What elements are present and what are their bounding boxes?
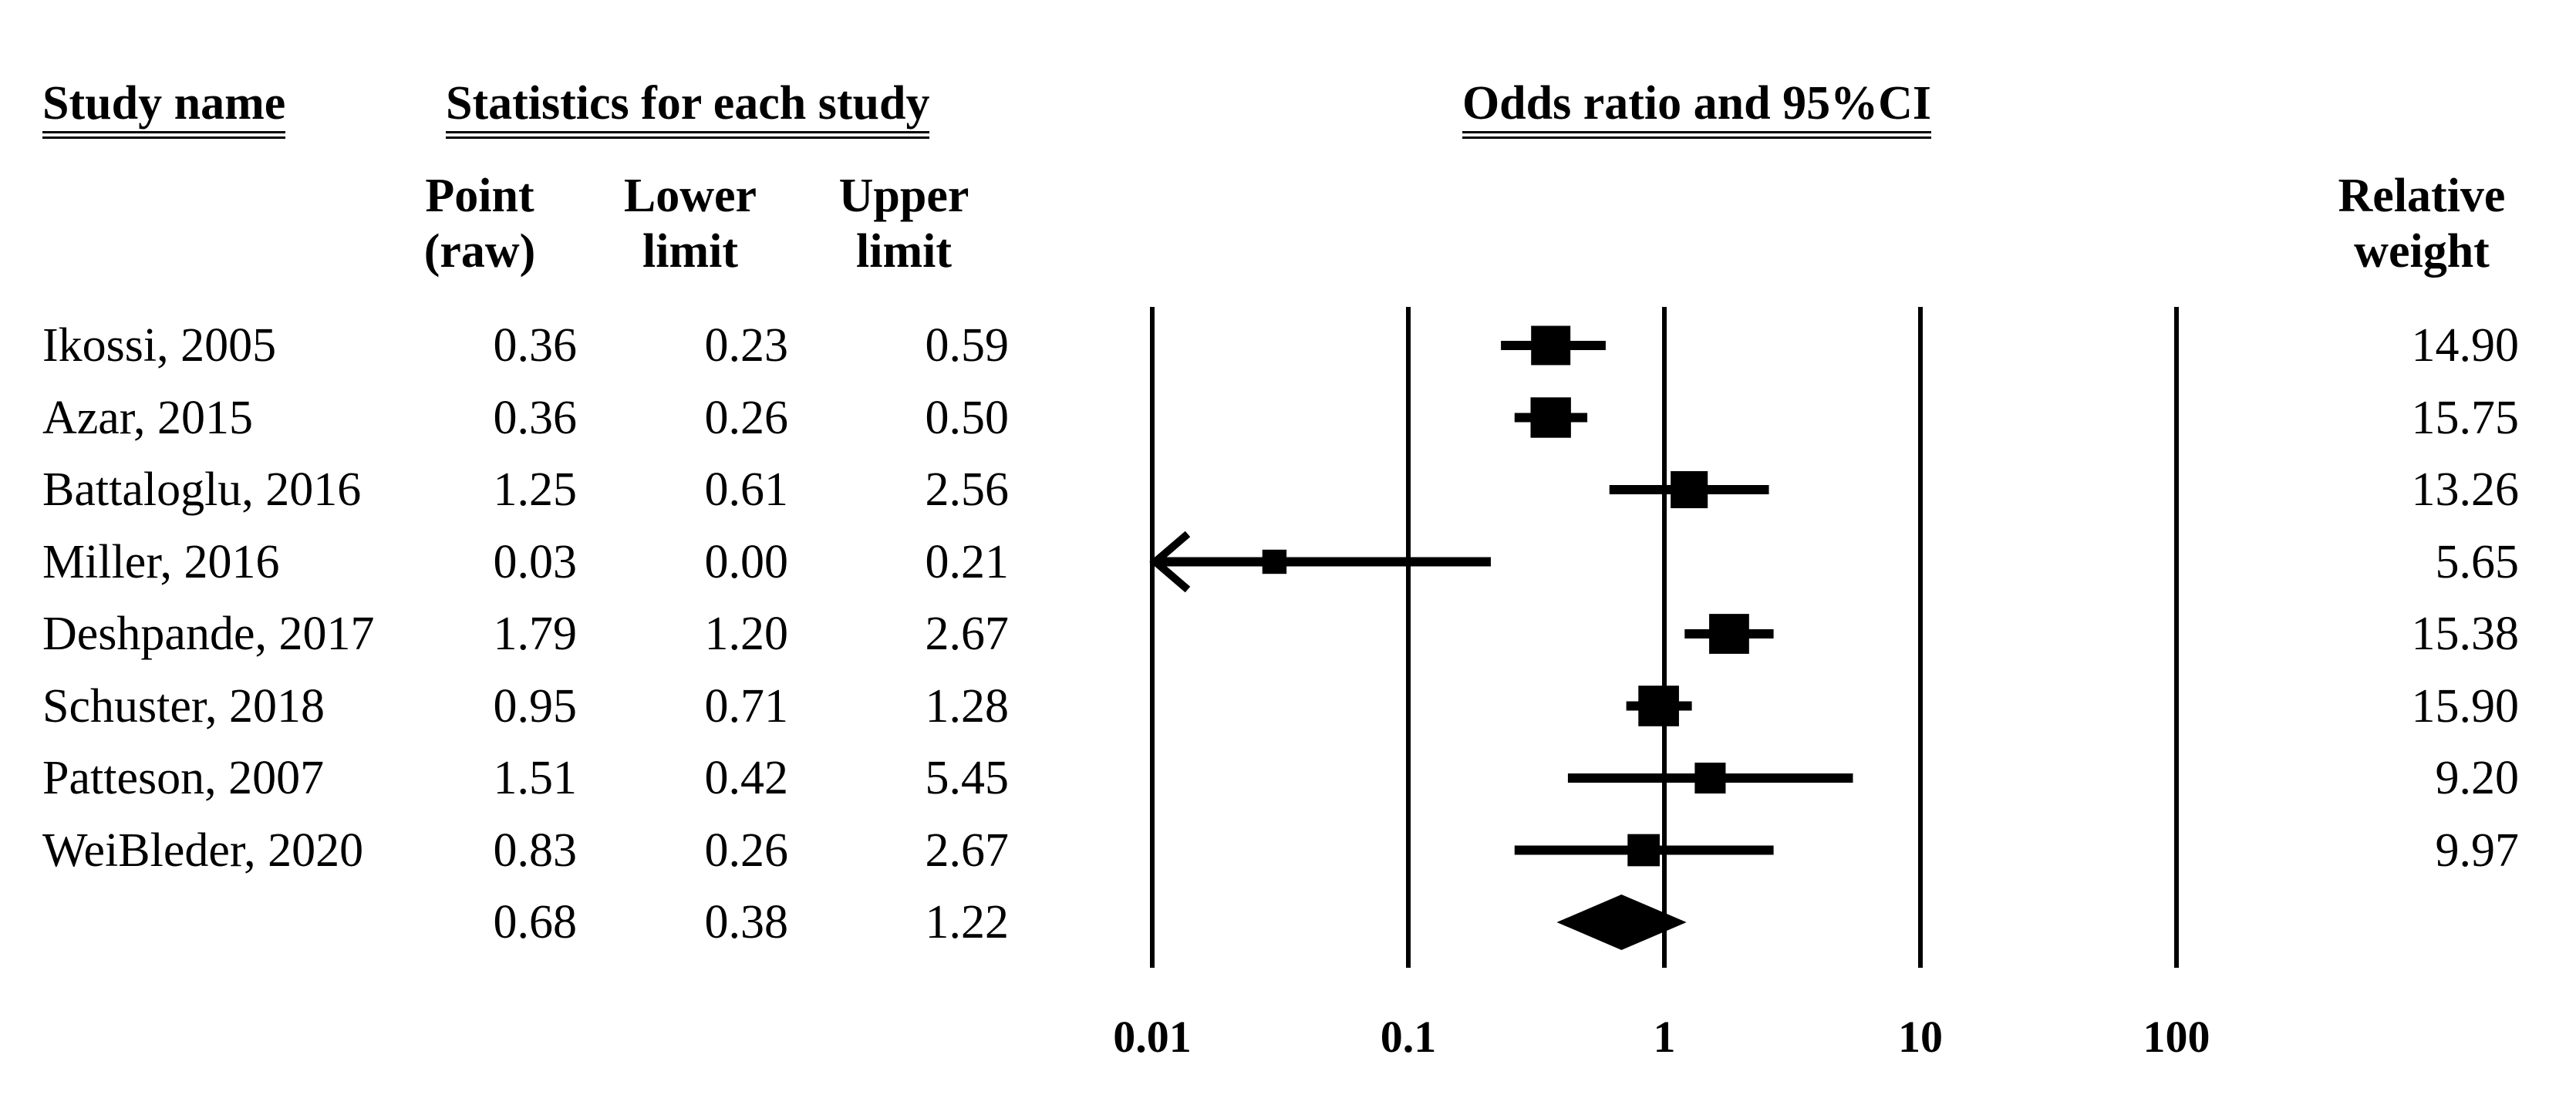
point-marker [1530, 397, 1571, 438]
axis-tick-label: 0.1 [1380, 1012, 1437, 1062]
lower-header-line2: limit [642, 225, 738, 278]
overall-upper-cell: 1.22 [925, 896, 1010, 948]
relative-weight-cell: 13.26 [2411, 463, 2520, 516]
point-marker [1638, 686, 1679, 726]
upper-limit-cell: 2.67 [925, 824, 1010, 877]
column-header-statistics: Statistics for each study [446, 76, 930, 139]
study-name-cell: WeiBleder, 2020 [42, 824, 364, 877]
point-estimate-cell: 0.36 [493, 319, 578, 372]
relative-weight-cell: 15.75 [2411, 391, 2520, 444]
point-estimate-cell: 0.83 [493, 824, 578, 877]
column-header-lower: Lower limit [575, 168, 806, 279]
point-marker [1627, 834, 1660, 867]
relative-weight-cell: 15.90 [2411, 679, 2520, 733]
point-header-line1: Point [425, 170, 534, 222]
lower-limit-cell: 0.61 [704, 463, 789, 516]
lower-limit-cell: 0.26 [704, 391, 789, 444]
axis-tick-label: 0.01 [1113, 1012, 1192, 1062]
point-estimate-cell: 1.51 [493, 752, 578, 804]
lower-limit-cell: 0.00 [704, 535, 789, 588]
study-name-cell: Battaloglu, 2016 [42, 463, 362, 516]
point-estimate-cell: 1.79 [493, 608, 578, 660]
study-name-cell: Miller, 2016 [42, 535, 280, 588]
point-marker [1262, 549, 1287, 574]
relative-weight-header-line1: Relative [2338, 170, 2506, 222]
lower-limit-cell: 0.26 [704, 824, 789, 877]
study-name-cell: Ikossi, 2005 [42, 319, 277, 372]
point-estimate-cell: 1.25 [493, 463, 578, 516]
axis-tick-label: 1 [1653, 1012, 1676, 1062]
lower-header-line1: Lower [623, 170, 757, 222]
study-name-cell: Deshpande, 2017 [42, 608, 375, 660]
point-marker [1709, 614, 1749, 654]
relative-weight-header-line2: weight [2354, 225, 2490, 278]
plot-title: Odds ratio and 95%CI [1311, 76, 2082, 139]
upper-limit-cell: 2.67 [925, 608, 1010, 660]
axis-tick-label: 10 [1898, 1012, 1943, 1062]
point-marker [1694, 762, 1726, 794]
upper-limit-cell: 2.56 [925, 463, 1010, 516]
study-name-cell: Azar, 2015 [42, 391, 253, 444]
upper-limit-cell: 0.21 [925, 535, 1010, 588]
column-header-study-name: Study name [42, 76, 286, 139]
study-name-cell: Schuster, 2018 [42, 679, 325, 733]
relative-weight-cell: 9.20 [2435, 752, 2520, 804]
overall-lower-cell: 0.38 [704, 896, 789, 948]
column-header-relative-weight: Relative weight [2306, 168, 2537, 279]
overall-diamond [1556, 895, 1687, 950]
relative-weight-cell: 15.38 [2411, 608, 2520, 660]
point-estimate-cell: 0.36 [493, 391, 578, 444]
overall-point-cell: 0.68 [493, 896, 578, 948]
relative-weight-cell: 9.97 [2435, 824, 2520, 877]
study-name-cell: Patteson, 2007 [42, 752, 325, 804]
statistics-label: Statistics for each study [446, 77, 930, 139]
point-estimate-cell: 0.03 [493, 535, 578, 588]
axis-tick-label: 100 [2143, 1012, 2210, 1062]
relative-weight-cell: 14.90 [2411, 319, 2520, 372]
point-marker [1531, 325, 1571, 366]
column-header-point: Point (raw) [364, 168, 595, 279]
lower-limit-cell: 0.42 [704, 752, 789, 804]
upper-header-line2: limit [856, 225, 952, 278]
lower-limit-cell: 0.23 [704, 319, 789, 372]
ci-arrow-left [1149, 531, 1191, 593]
lower-limit-cell: 1.20 [704, 608, 789, 660]
lower-limit-cell: 0.71 [704, 679, 789, 733]
relative-weight-cell: 5.65 [2435, 535, 2520, 588]
plot-title-label: Odds ratio and 95%CI [1462, 77, 1932, 139]
upper-limit-cell: 0.59 [925, 319, 1010, 372]
upper-limit-cell: 0.50 [925, 391, 1010, 444]
point-marker [1671, 470, 1708, 509]
point-estimate-cell: 0.95 [493, 679, 578, 733]
upper-header-line1: Upper [838, 170, 969, 222]
upper-limit-cell: 1.28 [925, 679, 1010, 733]
study-name-label: Study name [42, 77, 286, 139]
upper-limit-cell: 5.45 [925, 752, 1010, 804]
column-header-upper: Upper limit [788, 168, 1020, 279]
point-header-line2: (raw) [423, 225, 536, 278]
